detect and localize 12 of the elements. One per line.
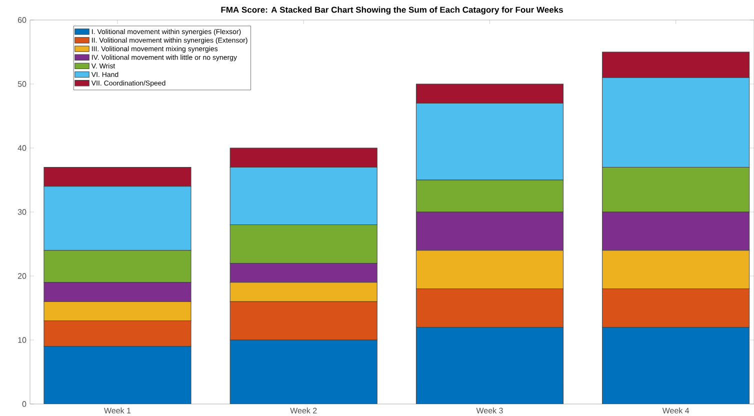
y-tick-label: 40	[18, 145, 26, 151]
y-tick-label: 50	[18, 81, 26, 87]
x-tick-label: Week 4	[662, 408, 690, 414]
y-tick-label: 0	[22, 401, 26, 407]
x-tick-label: Week 3	[476, 408, 503, 414]
y-tick-label: 30	[18, 209, 26, 215]
x-tick-label: Week 2	[290, 408, 317, 414]
y-tick-label: 10	[18, 337, 26, 343]
y-tick-label: 20	[18, 273, 26, 279]
y-tick-label: 60	[18, 17, 26, 23]
chart-title: FMA Score: A Stacked Bar Chart Showing the Sum of Each Catagory for Four Weeks	[221, 6, 563, 14]
x-tick-label: Week 1	[104, 408, 131, 414]
